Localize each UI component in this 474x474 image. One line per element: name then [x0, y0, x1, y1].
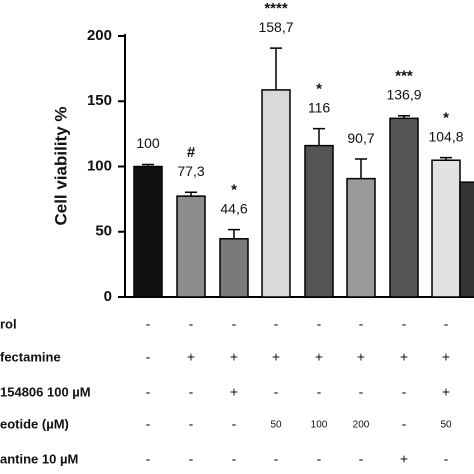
table-cell: -: [274, 451, 279, 467]
data-label: 100: [136, 135, 160, 151]
significance: *: [443, 110, 449, 127]
bar: [133, 165, 163, 298]
row-label: antine 10 µM: [0, 451, 78, 466]
significance: #: [187, 144, 196, 161]
table-cell: -: [232, 451, 237, 467]
error-bar: [398, 114, 410, 119]
table-cell: +: [230, 349, 238, 365]
table-cell: -: [189, 416, 194, 432]
table-cell: +: [400, 349, 408, 365]
table-cell: +: [357, 349, 365, 365]
row-label: 154806 100 µM: [0, 384, 91, 399]
data-label: 158,7: [258, 19, 293, 35]
data-label: 104,8: [428, 128, 463, 144]
row-label: eotide (µM): [0, 416, 69, 431]
table-cell: -: [359, 451, 364, 467]
table-cell: 50: [440, 420, 452, 431]
bar: [346, 177, 376, 298]
table-cell: +: [400, 451, 408, 467]
y-tick-label: 50: [95, 223, 112, 240]
table-cell: -: [359, 316, 364, 332]
data-label: 116: [308, 99, 331, 115]
bar: [459, 181, 474, 298]
bar: [431, 159, 461, 298]
table-cell: +: [315, 349, 323, 365]
table-cell: 200: [353, 420, 370, 431]
table-cell: -: [444, 316, 449, 332]
error-bar: [313, 127, 325, 146]
table-cell: -: [317, 316, 322, 332]
table-cell: -: [146, 416, 151, 432]
table-cell: +: [442, 349, 450, 365]
table-cell: -: [402, 384, 407, 400]
bar: [176, 195, 206, 298]
data-label: 136,9: [386, 86, 421, 102]
error-bar: [355, 158, 367, 179]
bar: [389, 117, 419, 298]
table-cell: -: [402, 316, 407, 332]
error-bar: [142, 163, 154, 167]
y-tick-label: 0: [104, 288, 112, 305]
error-bar: [270, 47, 282, 90]
bar: [261, 89, 291, 298]
row-label: rol: [0, 316, 17, 331]
table-cell: -: [232, 316, 237, 332]
table-cell: -: [146, 451, 151, 467]
table-cell: -: [232, 416, 237, 432]
table-cell: -: [317, 451, 322, 467]
table-cell: +: [272, 349, 280, 365]
table-cell: -: [146, 384, 151, 400]
bar: [304, 144, 334, 298]
row-label: fectamine: [0, 349, 61, 364]
data-label: 44,6: [220, 200, 247, 216]
error-bar: [228, 228, 240, 239]
significance: ****: [264, 0, 288, 17]
y-tick-label: 200: [87, 27, 112, 44]
table-cell: 50: [270, 420, 282, 431]
table-cell: -: [402, 416, 407, 432]
table-cell: -: [146, 349, 151, 365]
table-cell: -: [189, 316, 194, 332]
y-tick-label: 150: [87, 92, 112, 109]
y-tick-label: 100: [87, 157, 112, 174]
error-bar: [440, 156, 452, 161]
bar: [219, 238, 249, 298]
table-cell: -: [359, 384, 364, 400]
table-cell: +: [187, 349, 195, 365]
significance: *: [231, 182, 237, 199]
data-label: 90,7: [347, 130, 374, 146]
table-cell: 100: [311, 420, 328, 431]
significance: *: [316, 81, 322, 98]
table-cell: -: [444, 451, 449, 467]
y-axis-label: Cell viability %: [51, 106, 70, 225]
table-cell: -: [146, 316, 151, 332]
table-cell: -: [274, 384, 279, 400]
table-cell: -: [317, 384, 322, 400]
table-cell: -: [189, 384, 194, 400]
significance: ***: [395, 68, 413, 85]
data-label: 77,3: [177, 163, 204, 179]
error-bar: [185, 191, 197, 197]
table-cell: +: [230, 384, 238, 400]
table-cell: -: [189, 451, 194, 467]
table-cell: +: [442, 384, 450, 400]
table-cell: -: [274, 316, 279, 332]
